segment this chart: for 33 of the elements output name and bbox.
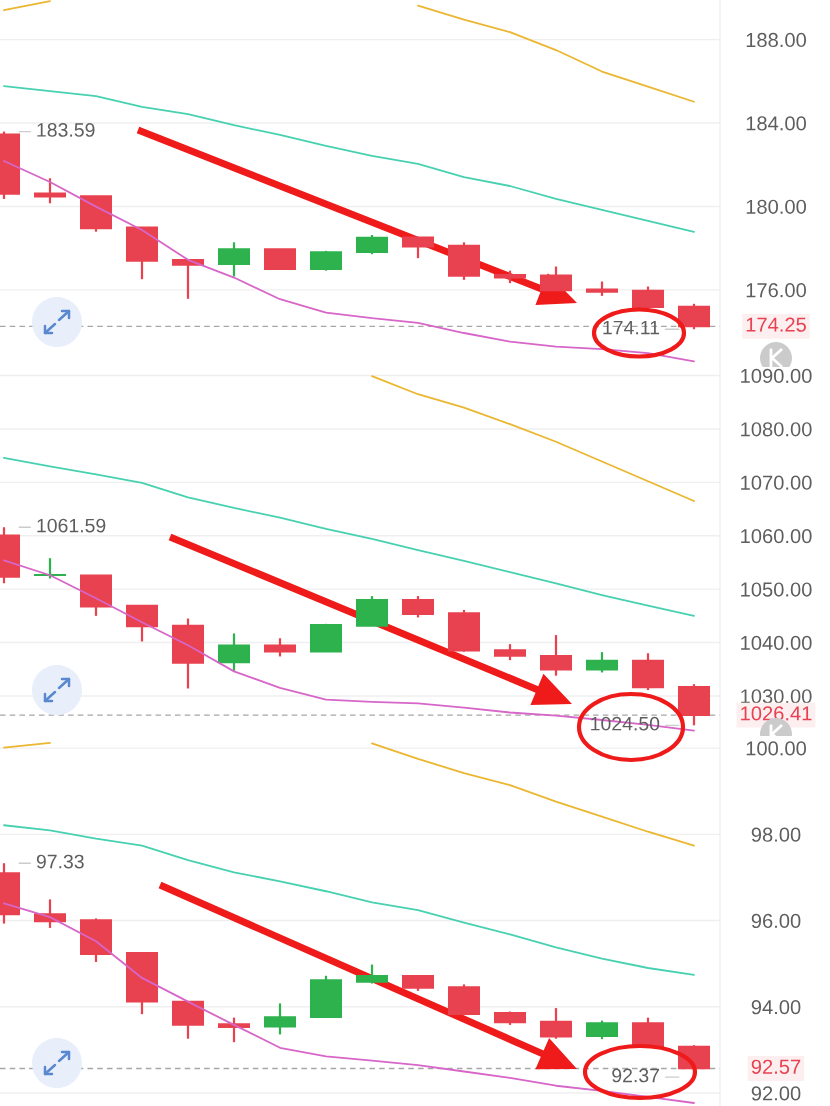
y-tick-label: 184.00 [746,116,807,131]
ref-line-label: 174.25 [746,317,806,332]
y-tick-label: 98.00 [751,827,801,842]
line-series [3,160,695,363]
candlestick [217,1016,251,1044]
y-tick-label: 100.00 [746,741,807,756]
y-tick-label: 1070.00 [741,475,812,490]
y-tick-label: 92.00 [751,1086,801,1101]
y-tick-label: 188.00 [746,32,807,48]
y-tick-label: 1050.00 [741,582,812,597]
y-tick-label: 1030.00 [741,689,812,704]
line-series [3,85,695,233]
y-tick-label: 1090.00 [741,368,812,384]
annotation: 1061.59 [37,518,106,533]
candlestick [33,177,67,205]
y-tick-label: 94.00 [751,1000,801,1015]
y-tick-label: 176.00 [746,283,807,298]
line-series [3,559,695,732]
line-series [3,902,695,1104]
y-tick-label: 180.00 [746,199,807,214]
annotation: 97.33 [36,854,84,869]
y-tick-label: 1080.00 [741,422,812,437]
annotation: 92.37 [612,1068,659,1083]
ref-line-label: 1026.41 [741,706,812,721]
y-tick-label: 1060.00 [741,528,812,544]
line-series [3,824,695,976]
line-series [371,375,695,502]
annotation: 174.11 [603,320,660,335]
y-tick-label: 1040.00 [741,635,812,651]
ref-line-label: 92.57 [751,1059,801,1074]
annotation: 183.59 [37,123,95,137]
y-tick-label: 96.00 [751,913,801,929]
line-series [3,456,695,617]
